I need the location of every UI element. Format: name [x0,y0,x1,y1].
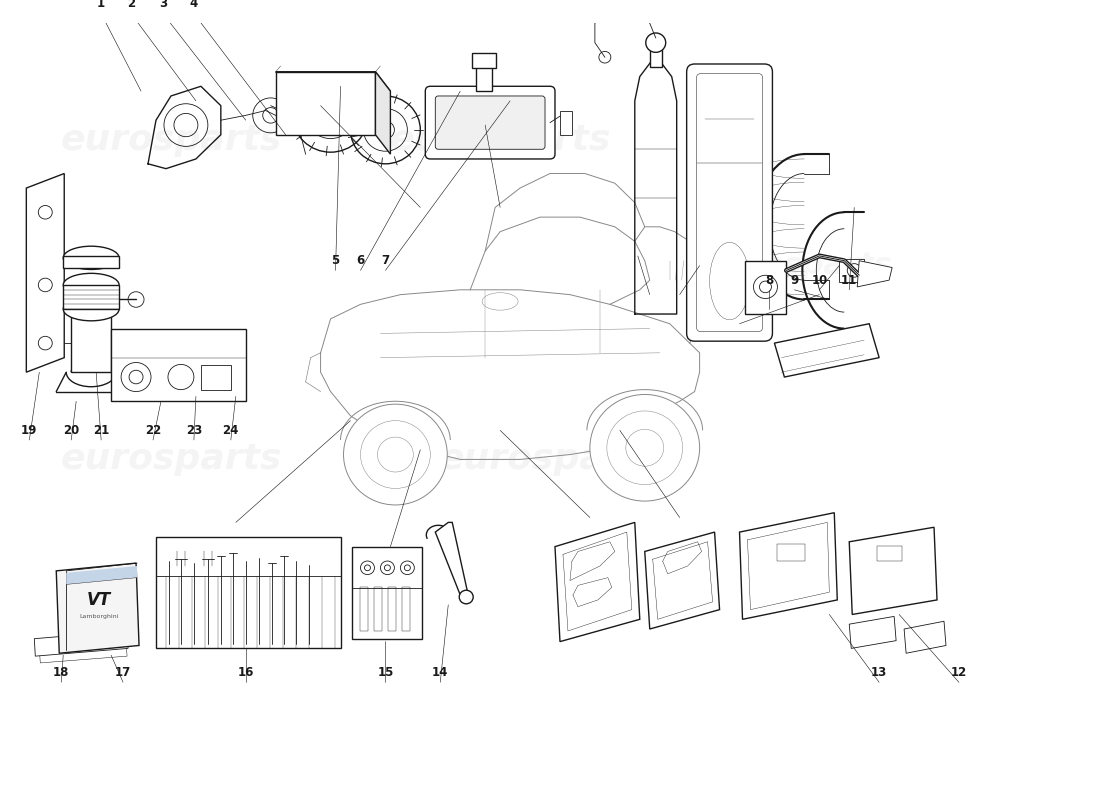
Polygon shape [276,72,375,134]
Text: 5: 5 [331,254,340,267]
Text: 15: 15 [377,666,394,679]
Bar [877,546,902,561]
Text: 21: 21 [94,424,109,437]
Polygon shape [66,566,138,585]
Bar [63,285,119,309]
Text: Lamborghini: Lamborghini [79,614,119,619]
Text: 6: 6 [356,254,364,267]
Polygon shape [375,72,390,154]
Text: 23: 23 [186,424,202,437]
FancyBboxPatch shape [686,64,772,341]
Text: 19: 19 [21,424,37,437]
Bar [839,258,865,282]
Polygon shape [857,261,892,287]
FancyBboxPatch shape [426,86,556,159]
Bar [560,111,572,135]
Bar [745,261,786,314]
Bar [374,587,383,631]
Polygon shape [40,642,128,663]
Bar [650,50,662,67]
Text: 2: 2 [126,0,135,10]
Text: 18: 18 [53,666,69,679]
Ellipse shape [63,298,119,321]
Text: eurosparts: eurosparts [706,251,893,280]
Circle shape [590,394,700,501]
Text: eurosparts: eurosparts [60,442,282,477]
Text: 13: 13 [871,666,888,679]
Circle shape [343,404,448,505]
Bar [63,256,119,267]
Text: 24: 24 [222,424,239,437]
Text: 16: 16 [238,666,254,679]
Text: eurosparts: eurosparts [60,122,282,157]
Text: 11: 11 [842,274,857,286]
Bar [111,329,245,402]
Circle shape [459,590,473,604]
Bar [778,544,805,561]
Polygon shape [26,174,64,372]
Text: 4: 4 [190,0,198,10]
Bar [388,587,396,631]
Polygon shape [739,513,837,619]
Polygon shape [645,532,719,629]
Text: 9: 9 [790,274,799,286]
Text: 1: 1 [97,0,106,10]
Ellipse shape [63,274,119,297]
Polygon shape [34,631,128,656]
Polygon shape [774,324,879,377]
Text: 12: 12 [950,666,967,679]
Bar [472,54,496,68]
Circle shape [646,33,666,52]
Text: 10: 10 [811,274,827,286]
Text: 17: 17 [116,666,131,679]
Bar [361,587,368,631]
Text: 22: 22 [145,424,161,437]
Text: 14: 14 [432,666,449,679]
Polygon shape [849,527,937,614]
Text: eurosparts: eurosparts [439,442,661,477]
Bar [476,67,492,91]
Text: VT: VT [87,591,111,609]
Text: 7: 7 [382,254,389,267]
Polygon shape [556,522,640,642]
Text: 20: 20 [63,424,79,437]
Bar [352,546,422,638]
Text: 3: 3 [158,0,167,10]
Bar [156,537,341,648]
Polygon shape [72,309,111,372]
Text: eurosparts: eurosparts [389,122,610,157]
FancyBboxPatch shape [436,96,544,150]
Ellipse shape [63,246,119,270]
Text: 8: 8 [766,274,773,286]
Polygon shape [436,522,469,600]
Polygon shape [56,563,139,654]
Bar [201,366,231,390]
Bar [403,587,410,631]
Polygon shape [276,72,390,91]
